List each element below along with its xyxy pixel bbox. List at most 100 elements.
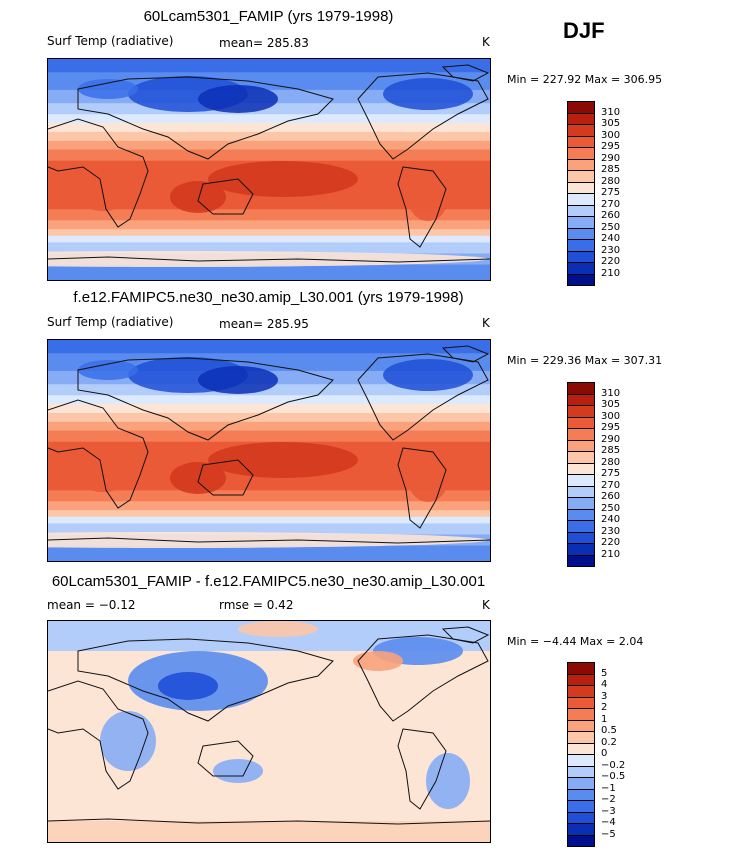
coastline bbox=[397, 728, 447, 810]
field-band bbox=[48, 516, 490, 524]
colorbar-tick-label: −1 bbox=[601, 782, 616, 794]
field-band bbox=[48, 501, 490, 511]
colorbar-tick-label: −4 bbox=[601, 817, 616, 828]
colorbar-box bbox=[567, 554, 595, 567]
field-band bbox=[48, 149, 490, 162]
panel2-min-max: Min = 229.36 Max = 307.31 bbox=[507, 354, 663, 367]
coastline bbox=[357, 353, 489, 441]
colorbar-tick-label: 1 bbox=[601, 713, 608, 725]
colorbar-tick-label: 305 bbox=[601, 118, 621, 129]
coastline bbox=[197, 459, 254, 496]
field-band bbox=[48, 229, 490, 237]
field-band bbox=[48, 340, 490, 354]
colorbar-tick-label: 270 bbox=[601, 479, 621, 491]
field-band bbox=[48, 242, 490, 254]
panel3-rmse: rmse = 0.42 bbox=[219, 598, 294, 612]
panel2-map bbox=[47, 339, 491, 562]
colorbar-tick-label: 230 bbox=[601, 525, 621, 537]
field-anomaly bbox=[408, 177, 448, 221]
coastline bbox=[441, 345, 490, 363]
colorbar-tick-label: 305 bbox=[601, 399, 621, 410]
panel3-map bbox=[47, 620, 491, 843]
colorbar-tick-label: 285 bbox=[601, 164, 621, 175]
colorbar-tick-label: 270 bbox=[601, 198, 621, 210]
coastline bbox=[197, 178, 254, 215]
coastline bbox=[441, 64, 490, 82]
field-band bbox=[48, 404, 490, 414]
field-anomaly bbox=[408, 458, 448, 502]
field-band bbox=[48, 114, 490, 124]
colorbar-tick-label: 250 bbox=[601, 221, 621, 233]
colorbar-tick-label: 0.5 bbox=[601, 725, 617, 736]
colorbar-tick-label: 280 bbox=[601, 175, 621, 187]
field-anomaly bbox=[198, 85, 278, 113]
colorbar-tick-label: 3 bbox=[601, 690, 608, 702]
colorbar-box bbox=[567, 273, 595, 286]
coastline bbox=[77, 638, 334, 722]
field-anomaly bbox=[100, 711, 156, 771]
panel2-title: f.e12.FAMIPC5.ne30_ne30.amip_L30.001 (yr… bbox=[73, 289, 464, 306]
colorbar-tick-label: 275 bbox=[601, 187, 621, 198]
colorbar-tick-label: −5 bbox=[601, 828, 616, 840]
colorbar-tick-label: 295 bbox=[601, 422, 621, 433]
colorbar-tick-label: 210 bbox=[601, 267, 621, 279]
field-anomaly bbox=[78, 360, 138, 380]
colorbar-tick-label: 0 bbox=[601, 748, 608, 759]
field-band bbox=[48, 384, 490, 396]
panel1-units: K bbox=[482, 35, 490, 49]
field-band bbox=[48, 123, 490, 133]
colorbar-tick-label: 280 bbox=[601, 456, 621, 468]
colorbar-tick-label: −3 bbox=[601, 805, 616, 817]
panel1-min-max: Min = 227.92 Max = 306.95 bbox=[507, 73, 663, 86]
field-band bbox=[48, 430, 490, 443]
colorbar-tick-label: 5 bbox=[601, 667, 608, 679]
panel2-mean: mean= 285.95 bbox=[219, 317, 309, 331]
field-anomaly bbox=[48, 251, 488, 267]
colorbar-tick-label: 290 bbox=[601, 152, 621, 164]
colorbar-tick-label: 260 bbox=[601, 210, 621, 221]
field-anomaly bbox=[158, 672, 218, 700]
colorbar-tick-label: 300 bbox=[601, 410, 621, 422]
colorbar-tick-label: 285 bbox=[601, 445, 621, 456]
field-band bbox=[48, 59, 490, 73]
field-anomaly bbox=[238, 621, 318, 637]
coastline bbox=[48, 818, 490, 825]
panel1-mean: mean= 285.83 bbox=[219, 36, 309, 50]
colorbar-tick-label: −0.2 bbox=[601, 759, 626, 771]
colorbar-tick-label: 0.2 bbox=[601, 736, 617, 748]
field-anomaly bbox=[73, 167, 133, 211]
colorbar-tick-label: −2 bbox=[601, 794, 616, 805]
coastline bbox=[397, 166, 447, 248]
field-anomaly bbox=[78, 79, 138, 99]
field-band bbox=[48, 412, 490, 423]
field-band bbox=[48, 264, 490, 280]
field-band bbox=[48, 140, 490, 151]
field-anomaly bbox=[426, 753, 470, 809]
field-anomaly bbox=[208, 442, 358, 478]
panel3-map-field bbox=[48, 621, 490, 842]
field-band bbox=[48, 490, 490, 502]
panel1-map bbox=[47, 58, 491, 281]
field-band bbox=[48, 421, 490, 432]
colorbar-tick-label: 250 bbox=[601, 502, 621, 514]
coastline bbox=[48, 256, 490, 263]
colorbar-tick-label: 260 bbox=[601, 491, 621, 502]
field-band bbox=[48, 209, 490, 221]
colorbar-tick-label: 290 bbox=[601, 433, 621, 445]
coastline bbox=[77, 357, 334, 441]
colorbar-tick-label: 240 bbox=[601, 514, 621, 525]
panel1-map-field bbox=[48, 59, 490, 280]
coastline bbox=[48, 399, 149, 509]
colorbar-tick-label: 2 bbox=[601, 702, 608, 713]
panel1-variable: Surf Temp (radiative) bbox=[47, 34, 174, 48]
coastline bbox=[441, 626, 490, 644]
season-label: DJF bbox=[563, 18, 605, 43]
field-band bbox=[48, 545, 490, 561]
field-anomaly bbox=[353, 651, 403, 671]
coastline bbox=[357, 72, 489, 160]
field-anomaly bbox=[170, 462, 226, 494]
field-band bbox=[48, 103, 490, 115]
panel3-mean: mean = −0.12 bbox=[47, 598, 136, 612]
panel2-units: K bbox=[482, 316, 490, 330]
field-band bbox=[48, 395, 490, 405]
